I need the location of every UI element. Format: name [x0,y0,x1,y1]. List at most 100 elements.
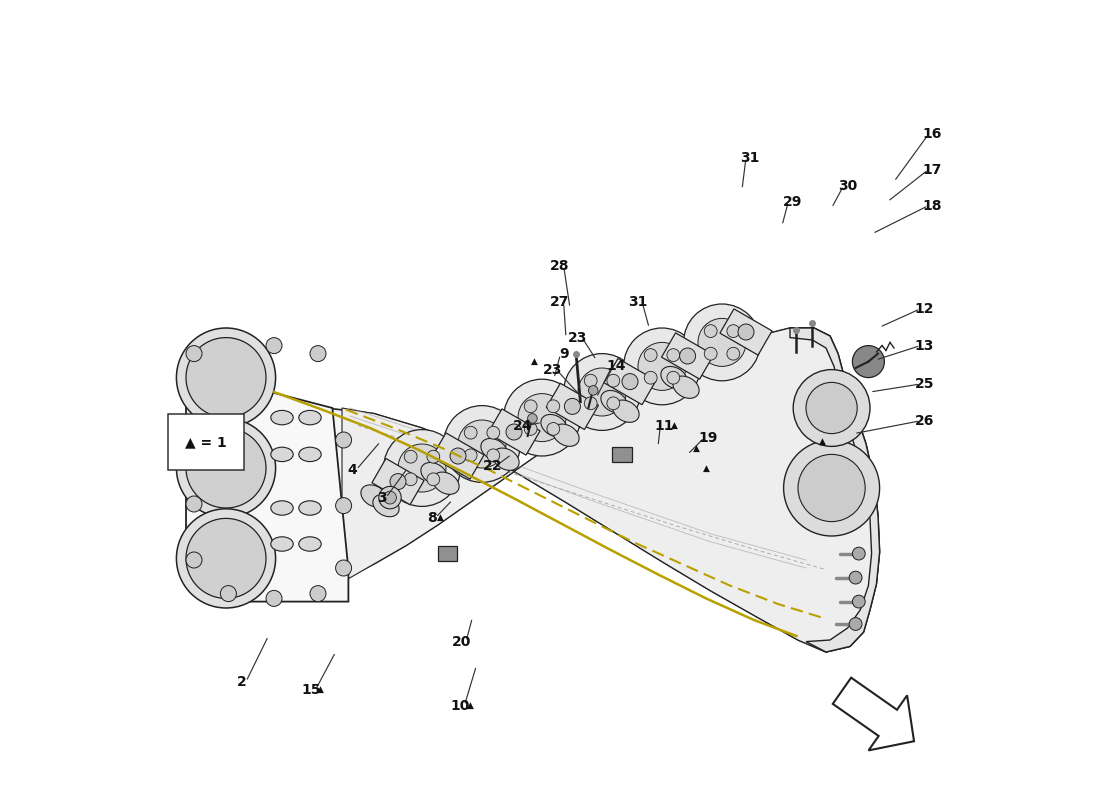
Circle shape [384,491,396,504]
Circle shape [667,371,680,384]
Circle shape [266,338,282,354]
Circle shape [624,328,701,405]
Ellipse shape [541,414,568,437]
Circle shape [525,422,537,435]
Circle shape [450,448,466,464]
Ellipse shape [271,410,294,425]
Ellipse shape [433,472,459,494]
Circle shape [384,430,461,506]
Text: 10: 10 [451,698,470,713]
Text: 23: 23 [569,330,587,345]
Circle shape [186,552,202,568]
Ellipse shape [299,447,321,462]
Circle shape [621,374,638,390]
Circle shape [578,368,626,416]
Circle shape [176,328,276,427]
Ellipse shape [613,400,639,422]
Text: 13: 13 [915,338,934,353]
Circle shape [852,346,884,378]
Text: 14: 14 [607,358,626,373]
Ellipse shape [299,537,321,551]
Circle shape [563,354,640,430]
Ellipse shape [299,410,321,425]
Circle shape [504,379,581,456]
Text: 4: 4 [348,462,358,477]
Circle shape [390,474,406,490]
Ellipse shape [481,438,507,461]
Text: 15: 15 [301,682,321,697]
Text: 23: 23 [542,362,562,377]
Circle shape [186,496,202,512]
Polygon shape [604,358,656,405]
Text: 20: 20 [452,634,472,649]
Text: 9: 9 [560,347,569,362]
Circle shape [727,347,739,360]
Polygon shape [186,354,349,602]
Polygon shape [790,328,880,652]
Circle shape [704,347,717,360]
Polygon shape [372,458,425,505]
Circle shape [487,426,499,439]
Circle shape [186,428,266,508]
Text: 3: 3 [377,490,387,505]
Circle shape [427,450,440,463]
Text: 31: 31 [740,150,760,165]
Polygon shape [719,309,772,355]
Ellipse shape [553,424,579,446]
Text: ▲: ▲ [530,357,538,366]
Circle shape [849,571,862,584]
Ellipse shape [271,501,294,515]
Circle shape [336,432,352,448]
Circle shape [607,397,619,410]
Circle shape [378,486,402,509]
Polygon shape [547,383,598,430]
Circle shape [310,346,326,362]
Circle shape [798,454,866,522]
Text: 26: 26 [915,414,934,428]
Circle shape [525,400,537,413]
Circle shape [584,397,597,410]
Polygon shape [194,356,342,598]
Text: ▲ = 1: ▲ = 1 [185,435,227,449]
Bar [613,447,631,462]
Text: 31: 31 [628,294,648,309]
Circle shape [645,371,657,384]
Circle shape [727,325,739,338]
Text: 8: 8 [427,510,437,525]
Circle shape [680,348,695,364]
Circle shape [547,400,560,413]
Text: ▲: ▲ [671,421,678,430]
Circle shape [584,374,597,387]
Ellipse shape [299,501,321,515]
Text: 30: 30 [838,178,857,193]
Text: 18: 18 [923,198,942,213]
Text: ▲: ▲ [818,437,825,446]
Circle shape [849,618,862,630]
Ellipse shape [271,537,294,551]
Text: 29: 29 [783,194,802,209]
Circle shape [186,338,266,418]
Circle shape [427,473,440,486]
Circle shape [176,509,276,608]
Circle shape [186,420,202,436]
Circle shape [607,374,619,387]
Circle shape [220,586,236,602]
Circle shape [852,595,866,608]
Circle shape [588,386,598,395]
Ellipse shape [361,485,387,507]
Text: ▲: ▲ [317,685,323,694]
Circle shape [683,304,760,381]
Circle shape [783,440,880,536]
Polygon shape [488,409,540,455]
Circle shape [667,349,680,362]
Text: 2: 2 [238,674,246,689]
Circle shape [564,398,581,414]
Circle shape [186,346,202,362]
Ellipse shape [661,366,688,389]
Circle shape [793,370,870,446]
Circle shape [464,449,477,462]
Circle shape [698,318,746,366]
Circle shape [464,426,477,439]
Ellipse shape [673,376,700,398]
Circle shape [266,590,282,606]
